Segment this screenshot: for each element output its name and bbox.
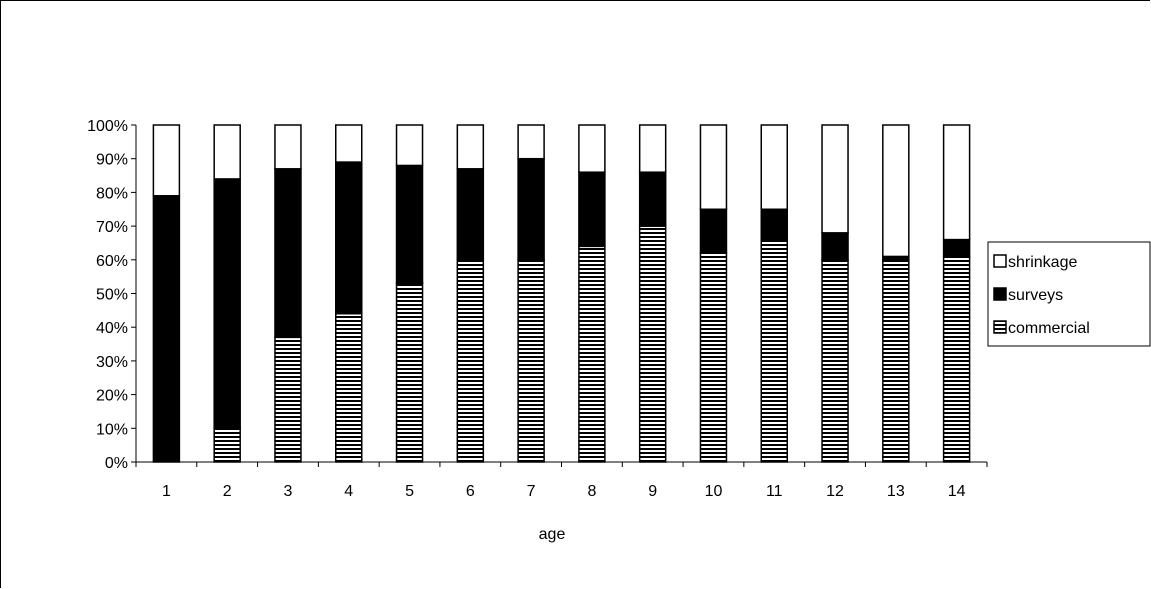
x-tick-label: 6 xyxy=(466,483,475,500)
bar-shrinkage-5 xyxy=(395,124,424,167)
legend-label-shrinkage: shrinkage xyxy=(1008,254,1077,271)
bar-commercial-11 xyxy=(760,238,788,463)
bar-commercial-9 xyxy=(638,225,667,463)
bar-commercial-2 xyxy=(213,427,241,463)
y-tick-label: 0% xyxy=(105,455,128,472)
bar-commercial-14 xyxy=(942,255,971,463)
y-tick-label: 80% xyxy=(96,185,128,202)
y-tick-label: 100% xyxy=(87,118,128,135)
x-tick-label: 4 xyxy=(344,483,353,500)
legend-swatch-surveys xyxy=(993,287,1007,301)
legend-swatch-commercial xyxy=(993,320,1007,334)
bar-shrinkage-1 xyxy=(152,124,181,197)
bar-surveys-3 xyxy=(274,168,302,339)
bar-surveys-4 xyxy=(335,161,363,315)
bar-commercial-13 xyxy=(882,259,910,463)
legend: shrinkage surveys commercial xyxy=(987,241,1151,347)
y-tick-label: 50% xyxy=(96,287,128,304)
bar-shrinkage-2 xyxy=(213,124,241,180)
bar-commercial-8 xyxy=(578,245,606,463)
bar-surveys-14 xyxy=(942,238,971,258)
bar-surveys-2 xyxy=(213,178,241,430)
x-tick-label: 14 xyxy=(948,483,966,500)
bar-shrinkage-14 xyxy=(942,124,971,241)
y-tick-label: 70% xyxy=(96,219,128,236)
x-tick-label: 12 xyxy=(826,483,844,500)
x-tick-label: 13 xyxy=(887,483,905,500)
legend-label-surveys: surveys xyxy=(1008,287,1063,304)
y-tick-label: 20% xyxy=(96,388,128,405)
bar-commercial-12 xyxy=(821,259,849,463)
bar-surveys-6 xyxy=(456,168,485,261)
bar-surveys-5 xyxy=(395,164,424,285)
bar-shrinkage-3 xyxy=(274,124,302,170)
x-tick-label: 5 xyxy=(405,483,414,500)
bar-commercial-10 xyxy=(699,252,728,463)
y-tick-label: 90% xyxy=(96,152,128,169)
y-tick-label: 10% xyxy=(96,421,128,438)
x-tick-label: 2 xyxy=(223,483,232,500)
x-tick-label: 11 xyxy=(766,483,783,500)
x-tick-label: 8 xyxy=(587,483,596,500)
y-tick-label: 30% xyxy=(96,354,128,371)
bar-shrinkage-8 xyxy=(578,124,606,173)
x-tick-label: 1 xyxy=(162,483,171,500)
bar-shrinkage-12 xyxy=(821,124,849,234)
bar-surveys-10 xyxy=(699,208,728,254)
y-tick-label: 60% xyxy=(96,253,128,270)
bar-shrinkage-4 xyxy=(335,124,363,163)
x-tick-label: 3 xyxy=(284,483,293,500)
legend-swatch-shrinkage xyxy=(993,254,1007,268)
bar-commercial-5 xyxy=(395,282,424,463)
x-tick-label: 7 xyxy=(527,483,536,500)
bar-commercial-3 xyxy=(274,336,302,463)
bar-shrinkage-9 xyxy=(638,124,667,173)
x-tick-label: 10 xyxy=(705,483,723,500)
plot-area: 0%10%20%30%40%50%60%70%80%90%100%1 2 3 4 5 6 7… xyxy=(87,118,988,543)
legend-label-commercial: commercial xyxy=(1008,320,1090,337)
bar-surveys-9 xyxy=(638,171,667,227)
bar-shrinkage-7 xyxy=(517,124,545,160)
legend-box xyxy=(987,241,1151,347)
bar-shrinkage-6 xyxy=(456,124,485,170)
bar-commercial-4 xyxy=(335,312,363,463)
bar-surveys-12 xyxy=(821,232,849,261)
bar-commercial-6 xyxy=(456,259,485,463)
bar-shrinkage-13 xyxy=(882,124,910,258)
bar-surveys-8 xyxy=(578,171,606,248)
x-tick-label: 9 xyxy=(648,483,657,500)
bar-shrinkage-10 xyxy=(699,124,728,210)
x-axis-title: age xyxy=(539,526,566,543)
bar-surveys-1 xyxy=(152,195,181,463)
bar-commercial-7 xyxy=(517,259,545,463)
bar-shrinkage-11 xyxy=(760,124,788,210)
y-tick-label: 40% xyxy=(96,320,128,337)
bar-surveys-11 xyxy=(760,208,788,241)
bar-surveys-7 xyxy=(517,157,545,261)
